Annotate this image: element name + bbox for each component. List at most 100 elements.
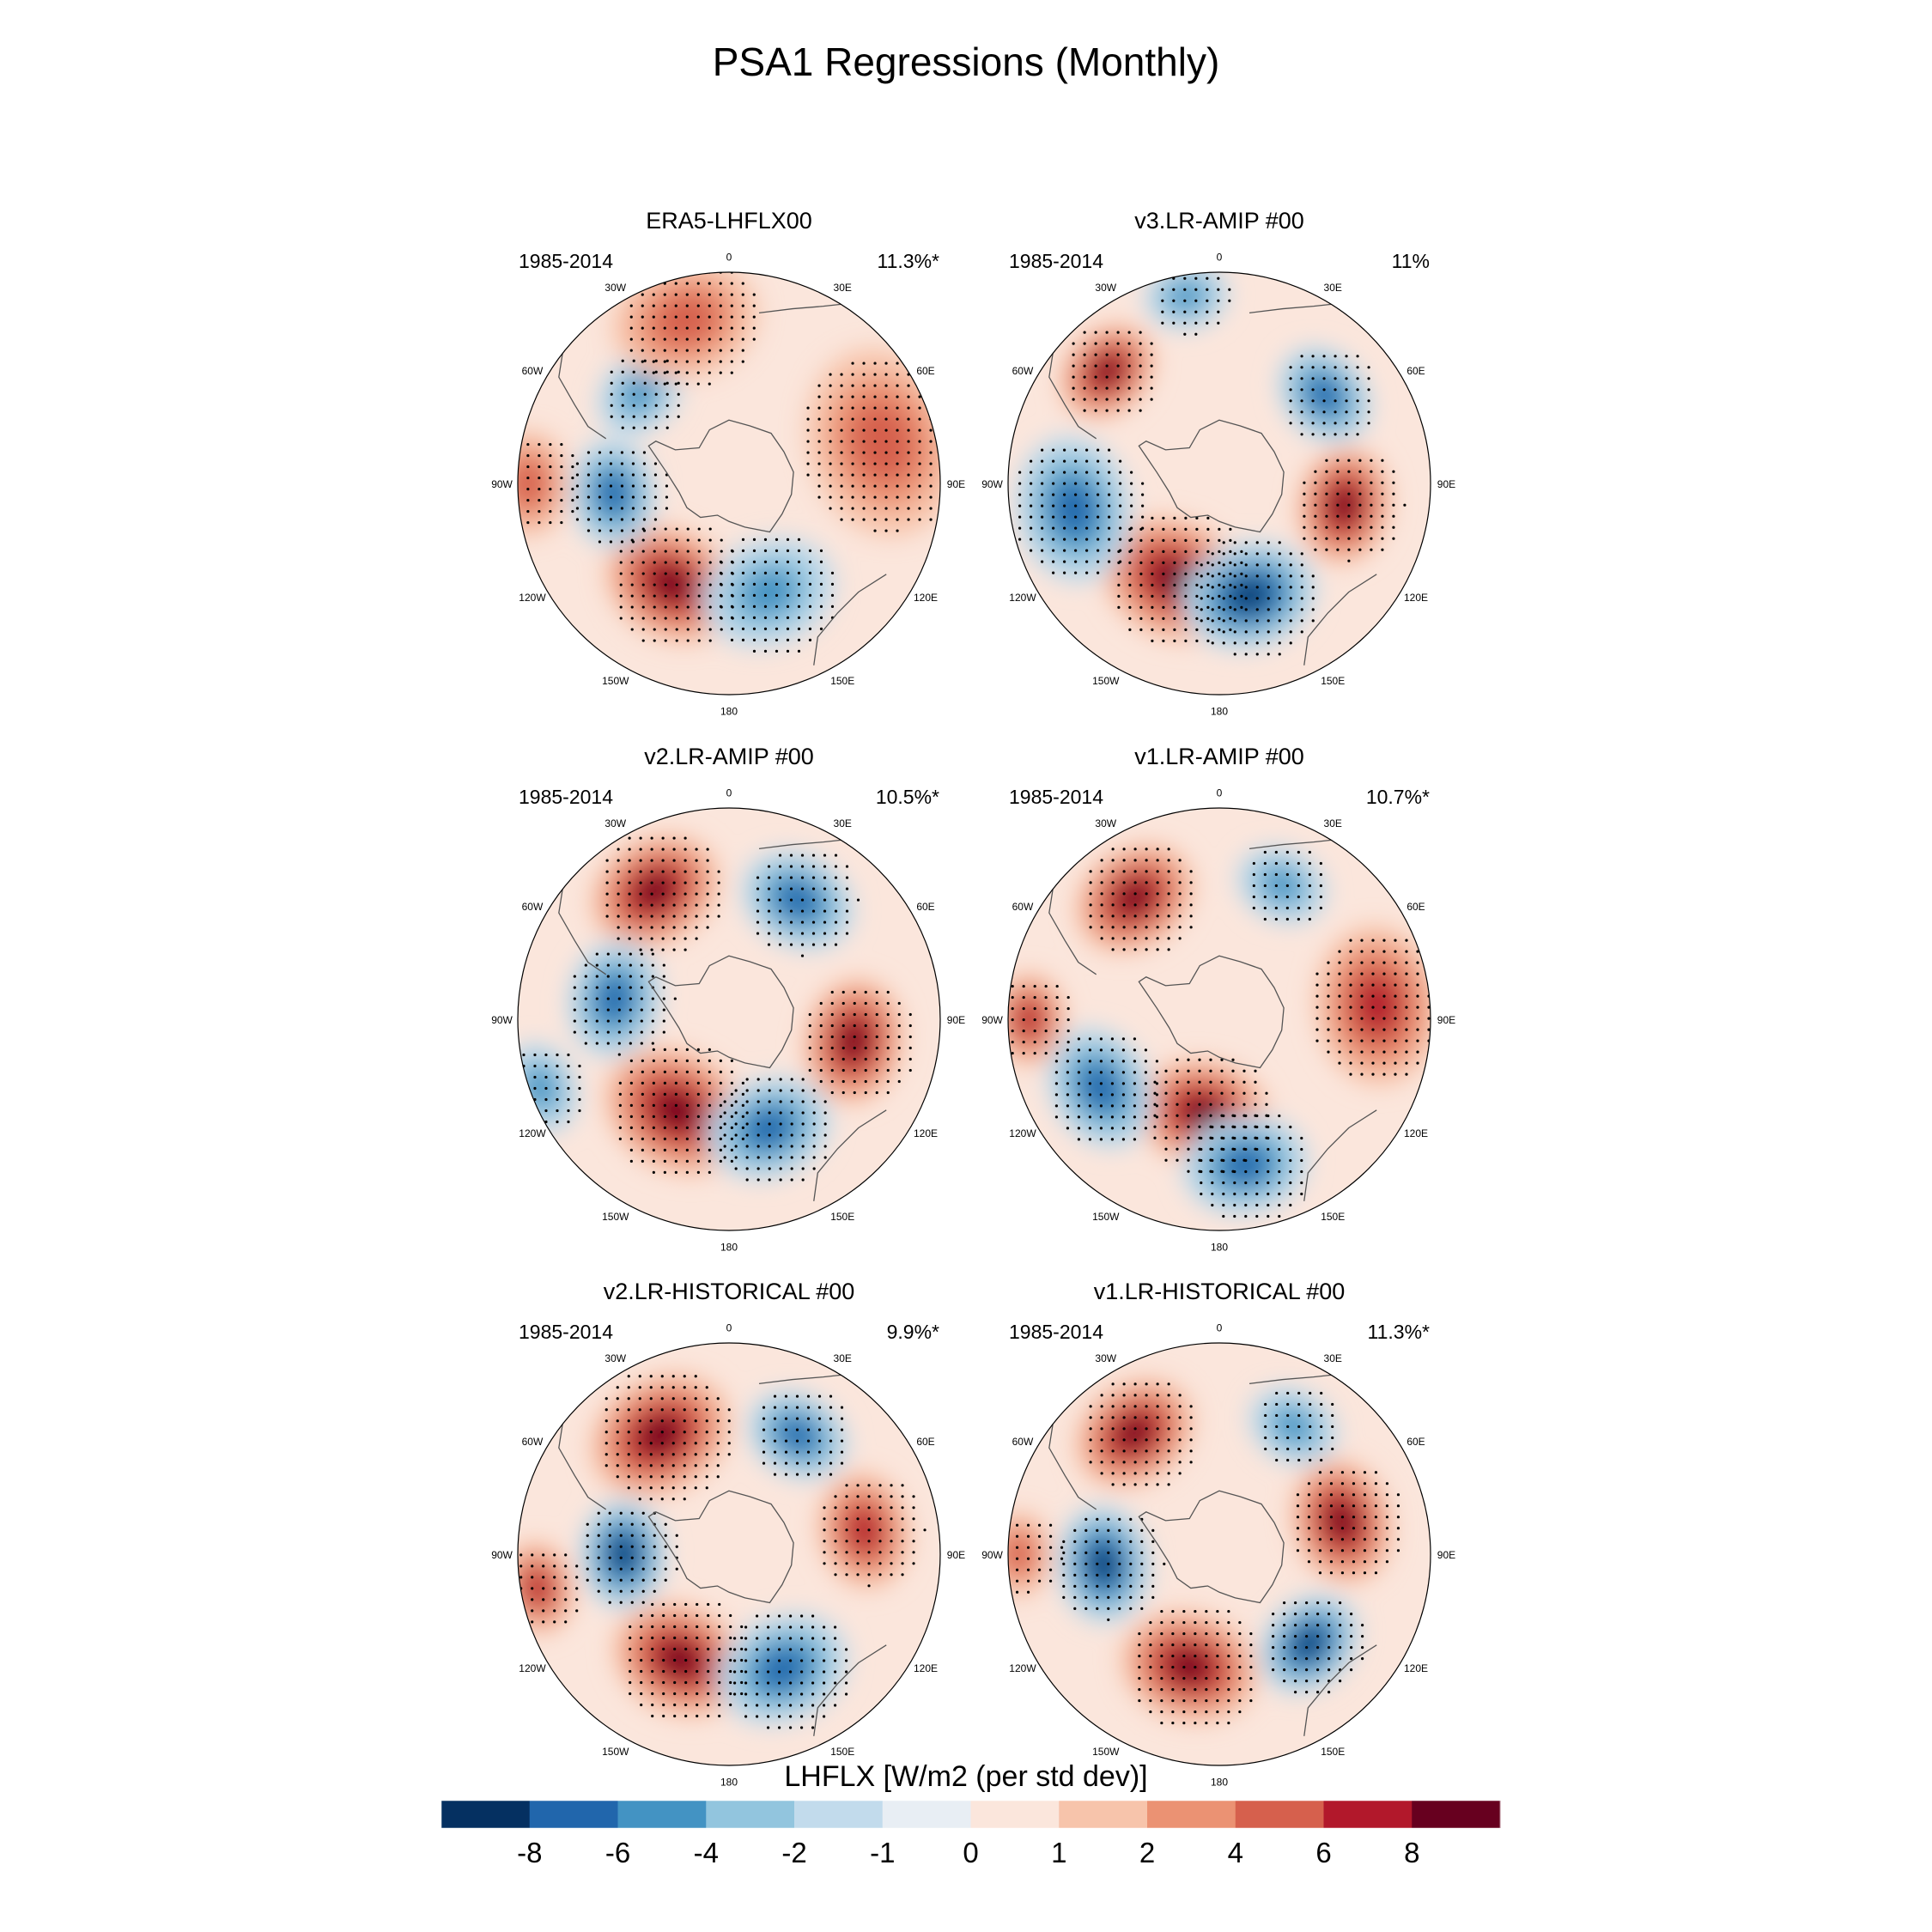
anomaly-contour	[611, 1539, 635, 1570]
longitude-label: 30E	[1324, 1352, 1342, 1364]
australia-coastline	[1303, 1644, 1377, 1736]
longitude-label: 150W	[1092, 1746, 1120, 1758]
anomaly-contour	[1184, 1098, 1222, 1127]
anomaly-contour	[840, 1024, 868, 1059]
anomaly-contour	[849, 402, 915, 483]
longitude-label: 30E	[1324, 282, 1342, 294]
colorbar-tick-label: 8	[1404, 1837, 1419, 1868]
anomaly-contour	[653, 295, 717, 346]
colorbar-swatch	[1059, 1801, 1148, 1828]
map-border	[1007, 1342, 1431, 1766]
longitude-label: 30E	[1324, 817, 1342, 829]
longitude-label: 180	[720, 705, 738, 717]
colorbar-swatch	[882, 1801, 971, 1828]
map-panel: ERA5-LHFLX00 1985-2014 11.3%* 0 30E 60E 90E 120…	[491, 208, 965, 717]
anomaly-contour	[661, 1643, 699, 1675]
colorbar-tick-label: -6	[605, 1837, 630, 1868]
map-panel: v2.LR-AMIP #00 1985-2014 10.5%* 0 30E 60E 90E 1…	[491, 744, 965, 1253]
colorbar-swatch	[794, 1801, 884, 1828]
longitude-label: 90W	[981, 478, 1003, 490]
anomaly-contour	[1295, 1630, 1323, 1658]
longitude-label: 150W	[602, 1211, 629, 1223]
significance-stipple	[522, 836, 912, 1182]
longitude-label: 120E	[1404, 1127, 1428, 1139]
longitude-label: 60W	[522, 365, 544, 377]
longitude-label: 150E	[1321, 1211, 1345, 1223]
map-panel: v1.LR-HISTORICAL #00 1985-2014 11.3%* 0 30E 6…	[981, 1279, 1455, 1788]
panel-variance: 10.5%*	[876, 786, 939, 808]
australia-coastline	[813, 1644, 887, 1736]
anomaly-contour	[779, 884, 817, 917]
longitude-label: 0	[726, 252, 732, 264]
longitude-label: 120W	[519, 592, 546, 604]
longitude-label: 150E	[1321, 1746, 1345, 1758]
longitude-label: 120E	[914, 1127, 938, 1139]
longitude-label: 0	[1217, 787, 1223, 799]
anomaly-field	[518, 1343, 940, 1765]
anomaly-field	[518, 808, 940, 1230]
colorbar-tick-label: -8	[517, 1837, 542, 1868]
longitude-label: 30W	[1095, 282, 1116, 294]
antarctica-coastline	[647, 1490, 794, 1604]
longitude-label: 150W	[602, 675, 629, 687]
longitude-label: 30E	[834, 282, 852, 294]
significance-stipple	[1015, 1382, 1400, 1725]
anomaly-contour	[1091, 1548, 1116, 1581]
anomaly-contour	[1082, 1067, 1119, 1109]
significance-stipple	[1011, 848, 1431, 1218]
africa-coastline	[758, 839, 841, 849]
panel-variance: 9.9%*	[887, 1321, 939, 1343]
colorbar-swatch	[529, 1801, 618, 1828]
colorbar: LHFLX [W/m2 (per std dev)] -8 -6 -4 -2 -1 0 1 2…	[440, 1760, 1501, 1868]
south-america-coastline	[1048, 1424, 1097, 1510]
map-border	[517, 807, 941, 1231]
longitude-label: 30W	[1095, 817, 1116, 829]
australia-coastline	[1303, 1109, 1377, 1201]
longitude-label: 180	[720, 1241, 738, 1253]
panel-title: v1.LR-AMIP #00	[1134, 744, 1304, 769]
panel-variance: 11.3%*	[1368, 1321, 1431, 1343]
longitude-label: 60E	[1406, 365, 1425, 377]
anomaly-field	[518, 272, 940, 695]
longitude-label: 120W	[1009, 1662, 1036, 1674]
longitude-label: 60E	[916, 1436, 934, 1448]
panel-title: v2.LR-AMIP #00	[644, 744, 814, 769]
longitude-label: 90W	[981, 1549, 1003, 1561]
longitude-label: 120W	[1009, 1127, 1036, 1139]
longitude-label: 90E	[1437, 1014, 1455, 1026]
longitude-label: 60W	[1012, 901, 1034, 913]
colorbar-tick-label: 4	[1228, 1837, 1243, 1868]
longitude-label: 30E	[834, 817, 852, 829]
antarctica-coastline	[647, 419, 794, 533]
longitude-label: 30W	[605, 817, 626, 829]
map-border	[517, 1342, 941, 1766]
longitude-label: 60W	[522, 901, 544, 913]
africa-coastline	[758, 1374, 841, 1384]
anomaly-contour	[1309, 379, 1340, 411]
colorbar-tick-label: 2	[1139, 1837, 1155, 1868]
panel-grid: ERA5-LHFLX00 1985-2014 11.3%* 0 30E 60E 90E 120…	[491, 208, 1455, 1788]
map-panel: v2.LR-HISTORICAL #00 1985-2014 9.9%* 0 30E 60…	[491, 1279, 965, 1788]
anomaly-contour	[598, 475, 628, 513]
longitude-label: 120E	[1404, 1662, 1428, 1674]
longitude-label: 60E	[916, 365, 934, 377]
colorbar-swatch	[970, 1801, 1060, 1828]
longitude-label: 180	[720, 1776, 738, 1788]
colorbar-tick-label: -4	[694, 1837, 719, 1868]
africa-coastline	[1249, 1374, 1332, 1384]
anomaly-contour	[1356, 978, 1399, 1033]
longitude-label: 0	[726, 787, 732, 799]
colorbar-tick-label: 0	[963, 1837, 978, 1868]
africa-coastline	[1249, 303, 1332, 313]
longitude-label: 90W	[981, 1014, 1003, 1026]
longitude-label: 90E	[1437, 478, 1455, 490]
longitude-label: 60E	[1406, 901, 1425, 913]
longitude-label: 30E	[834, 1352, 852, 1364]
panel-period: 1985-2014	[519, 1321, 613, 1343]
panel-variance: 11%	[1392, 250, 1430, 272]
longitude-label: 90W	[491, 1014, 513, 1026]
map-border	[1007, 807, 1431, 1231]
longitude-label: 180	[1211, 1776, 1228, 1788]
longitude-label: 0	[1217, 1322, 1223, 1334]
